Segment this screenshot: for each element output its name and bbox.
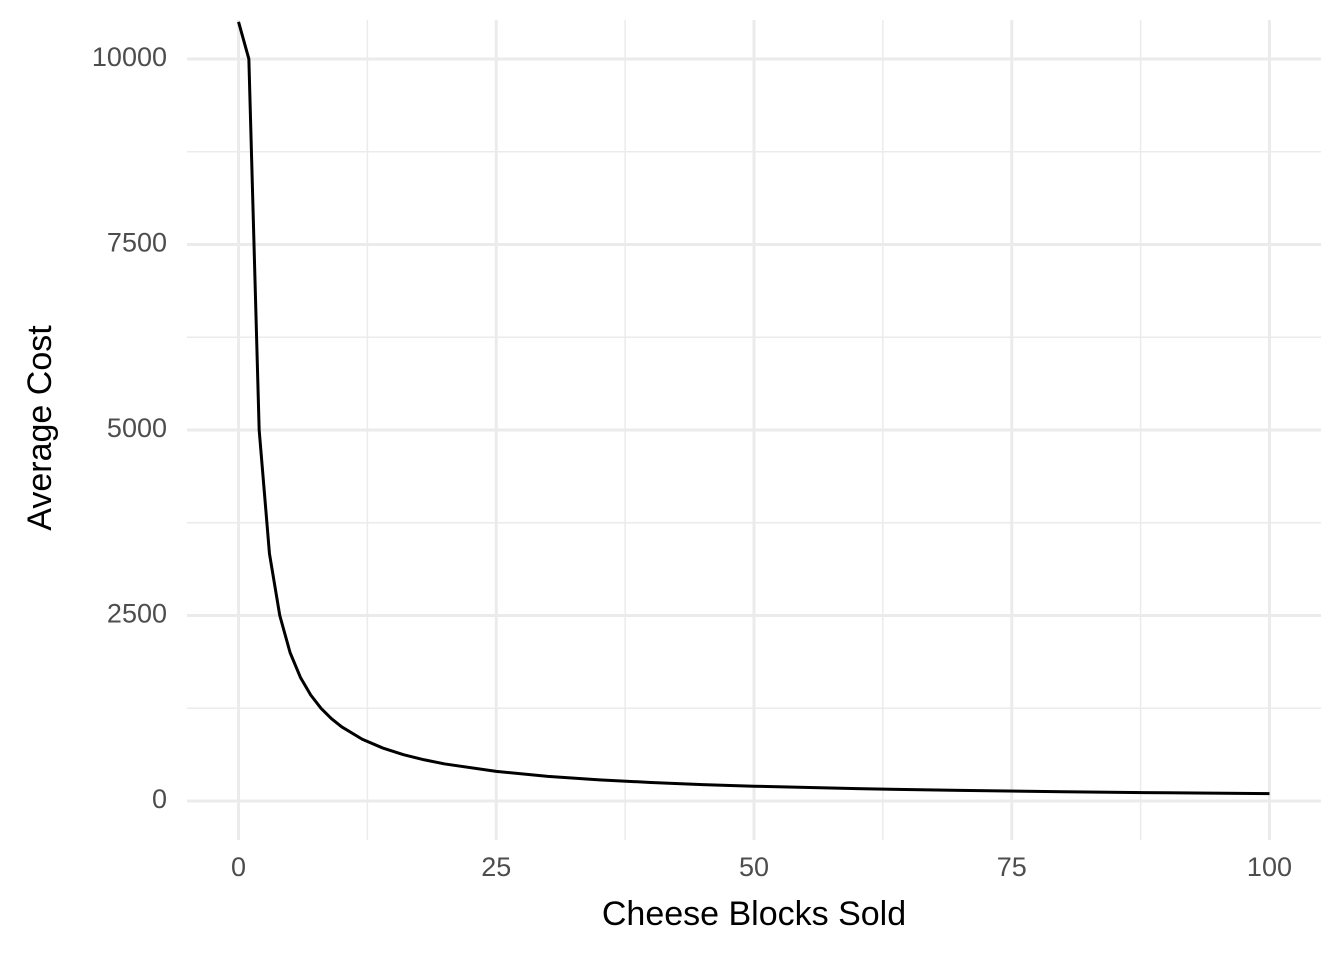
y-axis-title: Average Cost xyxy=(21,325,59,531)
x-tick-label: 75 xyxy=(997,852,1027,882)
y-tick-label: 2500 xyxy=(107,599,167,629)
x-tick-label: 25 xyxy=(481,852,511,882)
y-tick-label: 10000 xyxy=(92,42,167,72)
x-tick-label: 0 xyxy=(231,852,246,882)
x-tick-label: 50 xyxy=(739,852,769,882)
x-tick-label: 100 xyxy=(1247,852,1292,882)
y-tick-label: 7500 xyxy=(107,228,167,258)
x-axis-title: Cheese Blocks Sold xyxy=(602,895,906,933)
grid xyxy=(187,20,1321,840)
marks xyxy=(237,21,1270,796)
y-tick-label: 5000 xyxy=(107,413,167,443)
y-tick-label: 0 xyxy=(152,784,167,814)
line xyxy=(237,21,1270,796)
